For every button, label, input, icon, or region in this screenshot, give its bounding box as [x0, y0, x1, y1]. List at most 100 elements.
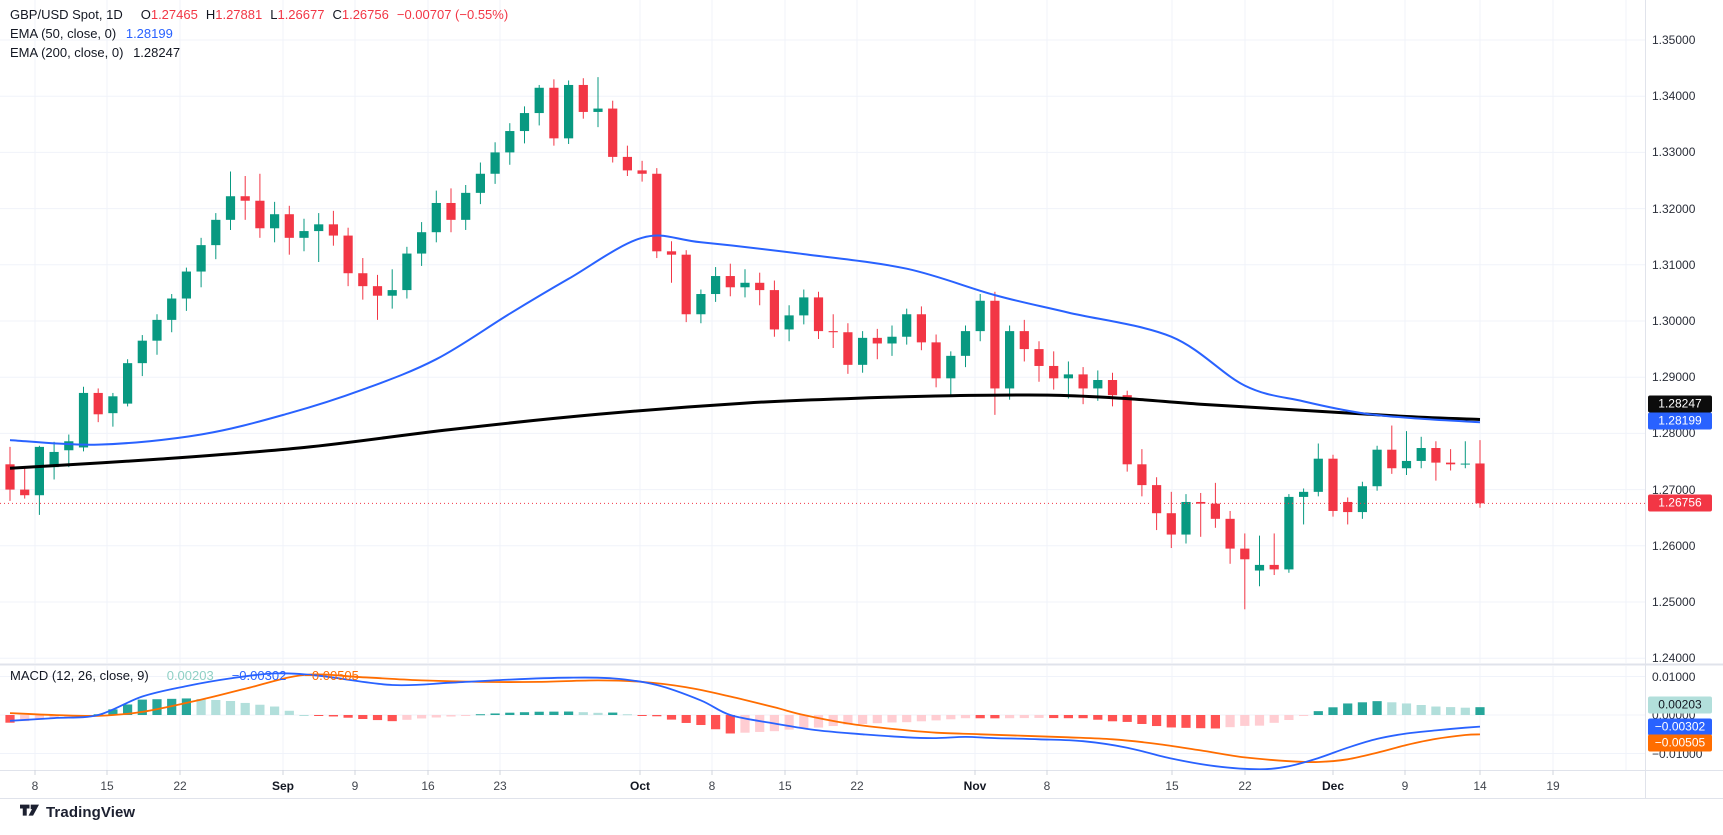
candle-body [858, 337, 868, 365]
macd-histogram-bar [20, 715, 30, 722]
macd-histogram-bar [1357, 702, 1367, 715]
candle-body [1446, 462, 1456, 465]
time-axis-label[interactable]: 8 [708, 779, 716, 793]
macd-histogram-bar [681, 715, 691, 723]
price-axis-label[interactable]: 1.34000 [1652, 89, 1696, 104]
candle-body [902, 314, 912, 337]
macd-histogram-bar [49, 715, 59, 719]
macd-histogram-bar [1328, 707, 1338, 715]
candle-body [270, 214, 280, 229]
macd-histogram-bar [402, 715, 412, 720]
candle-body [872, 337, 882, 344]
price-axis-label[interactable]: 1.29000 [1652, 370, 1696, 385]
time-axis-label[interactable]: 22 [173, 779, 187, 793]
candle-body [1196, 501, 1206, 504]
price-axis-label[interactable]: 1.27000 [1652, 482, 1696, 497]
candle-body [1005, 331, 1015, 389]
macd-histogram-bar [417, 715, 427, 719]
ema50-label: EMA (50, close, 0) [10, 26, 117, 41]
time-axis-label[interactable]: Dec [1321, 779, 1345, 793]
candle-body [372, 286, 383, 296]
macd-histogram-bar [1181, 715, 1191, 728]
ohlc-value: 1.27465 [150, 7, 198, 22]
tradingview-watermark[interactable]: TradingView [20, 804, 135, 821]
price-badge: 1.26756 [1648, 494, 1712, 512]
price-legend: GBP/USD Spot, 1D O1.27465 H1.27881 L1.26677… [10, 6, 508, 63]
candle-body [1416, 448, 1426, 461]
candle-body [799, 297, 809, 316]
macd-histogram-bar [975, 715, 985, 719]
candle-body [813, 297, 824, 332]
candle-body [1166, 513, 1176, 535]
candle-body [887, 336, 897, 344]
price-axis-label[interactable]: 1.25000 [1652, 595, 1696, 609]
macd-histogram-bar [181, 698, 191, 715]
time-axis-label[interactable]: 9 [351, 779, 359, 793]
time-axis-label[interactable]: 23 [493, 779, 507, 793]
time-axis-label[interactable]: 8 [31, 779, 39, 793]
time-axis-label[interactable]: Oct [629, 779, 651, 793]
macd-legend-value: −0.00505 [304, 668, 359, 683]
macd-histogram-bar [123, 704, 133, 715]
symbol-row[interactable]: GBP/USD Spot, 1D O1.27465 H1.27881 L1.26677… [10, 6, 508, 24]
macd-histogram-bar [505, 712, 515, 715]
macd-histogram-bar [813, 715, 824, 728]
macd-axis-label[interactable]: 0.01000 [1652, 669, 1696, 684]
candle-body [1328, 458, 1338, 511]
price-axis-label[interactable]: 1.33000 [1652, 145, 1696, 160]
macd-histogram-bar [960, 715, 971, 719]
price-axis-label[interactable]: 1.32000 [1652, 201, 1696, 216]
macd-histogram-bar [534, 711, 544, 715]
time-axis-label[interactable]: 19 [1546, 779, 1560, 793]
macd-histogram-bar [372, 715, 383, 721]
candle-body [299, 231, 309, 238]
candle-body [1078, 374, 1088, 389]
macd-legend[interactable]: MACD (12, 26, close, 9) 0.00203 −0.00302 −0… [10, 668, 379, 683]
candle-body [549, 87, 559, 139]
macd-histogram-bar [755, 715, 765, 732]
macd-histogram-bar [1254, 715, 1265, 726]
macd-histogram-bar [1166, 715, 1176, 728]
candle-body [167, 298, 177, 320]
time-axis-label[interactable]: 22 [850, 779, 864, 793]
time-axis-label[interactable]: Sep [271, 779, 295, 793]
candle-body [666, 251, 677, 255]
macd-histogram-bar [255, 704, 265, 715]
time-axis-label[interactable]: 16 [421, 779, 435, 793]
macd-histogram-bar [1210, 715, 1220, 729]
ema200-line[interactable] [9, 393, 1481, 470]
macd-histogram-bar [887, 715, 897, 723]
price-axis-label[interactable]: 1.31000 [1652, 257, 1696, 272]
ema50-row[interactable]: EMA (50, close, 0) 1.28199 [10, 25, 508, 43]
time-axis-label[interactable]: 9 [1401, 779, 1409, 793]
time-axis-label[interactable]: Nov [963, 779, 987, 793]
price-axis-label[interactable]: 1.24000 [1652, 651, 1696, 666]
candle-body [1137, 464, 1147, 486]
time-axis-label[interactable]: 15 [1165, 779, 1179, 793]
time-axis-label[interactable]: 15 [100, 779, 114, 793]
candle-body [49, 451, 59, 468]
price-axis-label[interactable]: 1.35000 [1652, 33, 1696, 47]
candle-body [1372, 449, 1382, 487]
macd-histogram-bar [225, 701, 236, 715]
time-axis-label[interactable]: 22 [1238, 779, 1252, 793]
candle-body [461, 192, 471, 220]
macd-histogram-bar [799, 715, 809, 729]
price-axis-label[interactable]: 1.26000 [1652, 538, 1696, 553]
macd-histogram-bar [1343, 703, 1353, 715]
candle-body [1313, 458, 1323, 492]
candle-body [519, 113, 530, 132]
macd-badge: 0.00203 [1648, 696, 1712, 714]
price-axis-label[interactable]: 1.28000 [1652, 426, 1696, 441]
ema50-line[interactable] [9, 234, 1481, 446]
ohlc-value: 1.26756 [341, 7, 389, 22]
time-axis-label[interactable]: 14 [1473, 779, 1487, 793]
ema200-value: 1.28247 [133, 45, 181, 60]
macd-histogram-bar [666, 715, 677, 720]
ema200-row[interactable]: EMA (200, close, 0) 1.28247 [10, 44, 508, 62]
price-axis-label[interactable]: 1.30000 [1652, 314, 1696, 328]
time-axis-label[interactable]: 15 [778, 779, 792, 793]
time-axis-label[interactable]: 8 [1043, 779, 1051, 793]
